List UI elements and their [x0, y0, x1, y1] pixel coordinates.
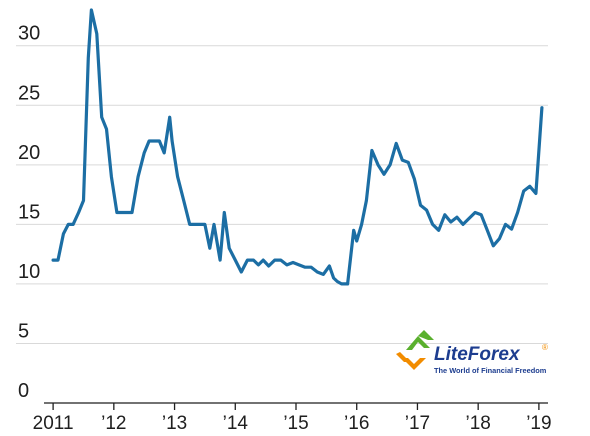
x-tick-label: ’13 [162, 413, 187, 434]
y-tick-label: 0 [18, 380, 29, 402]
x-ticks: 2011 ’12 ’13 ’14 ’15 ’16 ’17 ’18 ’19 [33, 403, 552, 434]
gridlines [16, 45, 548, 344]
x-tick-label: ’12 [101, 413, 126, 434]
y-tick-label: 25 [18, 82, 40, 104]
liteforex-watermark: LiteForex ® The World of Financial Freed… [396, 330, 548, 375]
x-tick-label: ’15 [283, 413, 308, 434]
y-tick-label: 10 [18, 261, 40, 283]
x-tick-label: ’18 [465, 413, 490, 434]
watermark-brand-name: LiteForex [434, 344, 521, 365]
y-tick-label: 30 [18, 23, 40, 45]
liteforex-logo-icon [396, 330, 434, 370]
series-lines [51, 8, 544, 286]
watermark-tagline: The World of Financial Freedom [434, 366, 547, 375]
x-tick-label: 2011 [33, 413, 74, 434]
watermark-registered-mark: ® [542, 343, 548, 352]
y-tick-labels: 0 5 10 15 20 25 30 [18, 23, 40, 402]
y-tick-label: 5 [18, 320, 29, 342]
series-line-0 [51, 8, 544, 286]
y-tick-label: 20 [18, 142, 40, 164]
x-tick-label: ’16 [344, 413, 369, 434]
x-tick-label: ’19 [526, 413, 551, 434]
x-tick-label: ’17 [405, 413, 430, 434]
x-tick-label: ’14 [223, 413, 249, 434]
y-tick-label: 15 [18, 201, 40, 223]
